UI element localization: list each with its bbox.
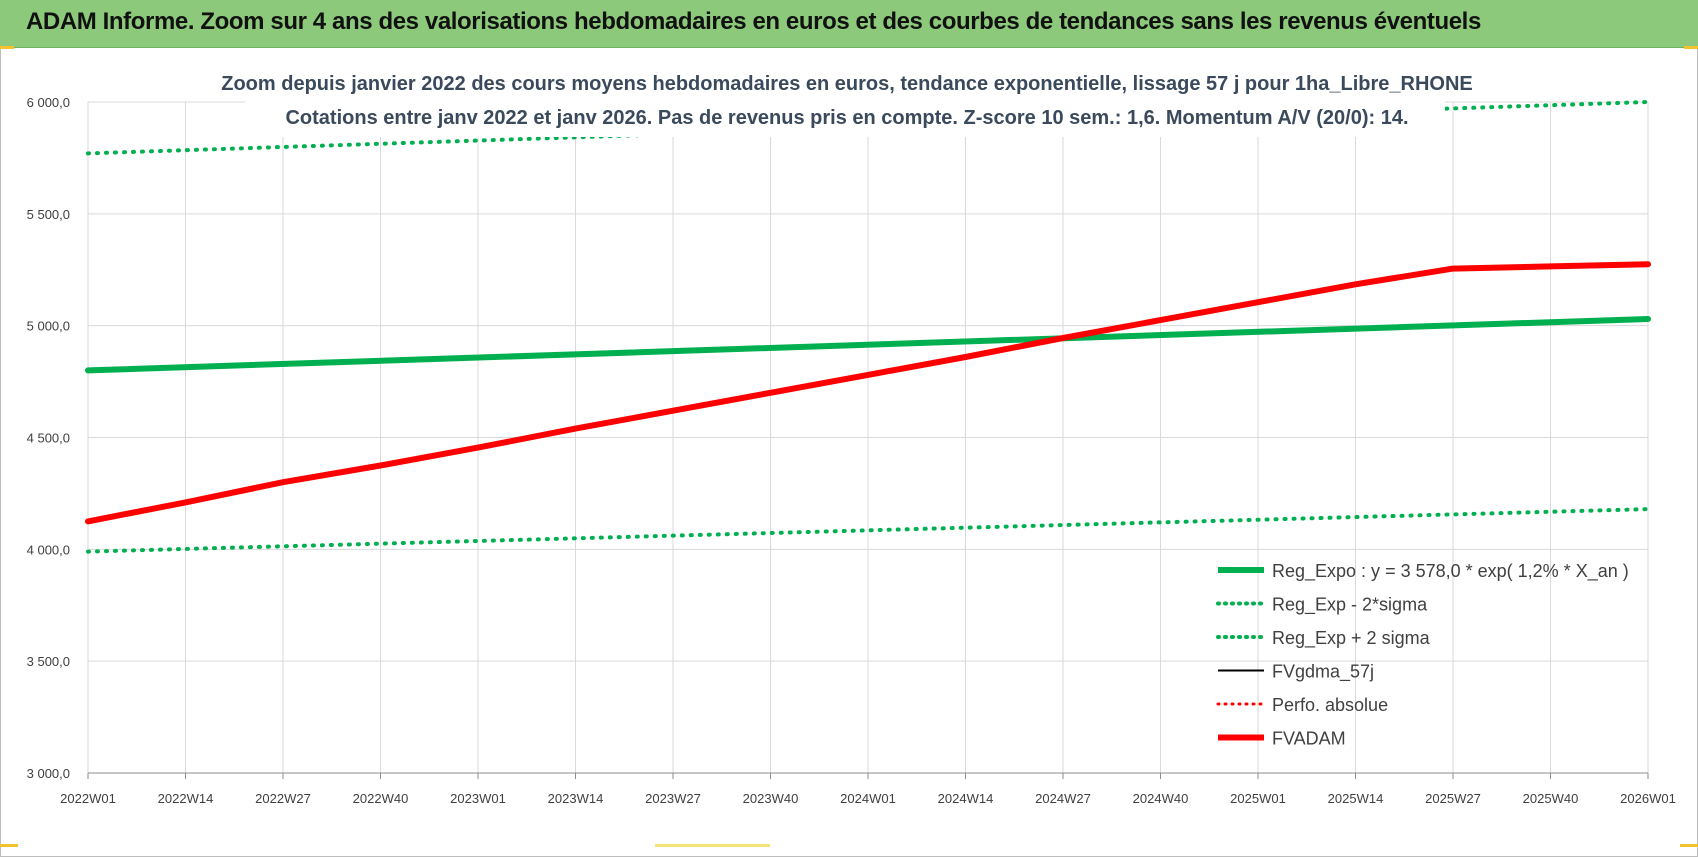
legend-label: Reg_Exp - 2*sigma	[1272, 595, 1428, 616]
legend: Reg_Expo : y = 3 578,0 * exp( 1,2% * X_a…	[1216, 561, 1629, 749]
y-tick-label: 4 000,0	[27, 542, 70, 557]
x-tick-label: 2023W40	[743, 791, 799, 806]
y-tick-label: 4 500,0	[27, 431, 70, 446]
y-tick-label: 3 000,0	[27, 766, 70, 781]
corner-mark-bottom-center	[655, 844, 770, 847]
axes: 3 000,0 3 500,0 4 000,0 4 500,0 5 000,0 5 500…	[27, 95, 1676, 806]
y-tick-label: 5 000,0	[27, 319, 70, 334]
series-line-fvadam	[85, 261, 1651, 525]
y-tick-label: 5 500,0	[27, 207, 70, 222]
x-tick-label: 2025W14	[1328, 791, 1384, 806]
x-tick-label: 2025W40	[1523, 791, 1579, 806]
x-tick-label: 2023W01	[450, 791, 506, 806]
legend-label: FVADAM	[1272, 729, 1346, 749]
chart-subtitle-line-2: Cotations entre janv 2022 et janv 2026. …	[285, 107, 1408, 129]
legend-label: Reg_Exp + 2 sigma	[1272, 628, 1431, 649]
legend-label: Perfo. absolue	[1272, 695, 1388, 715]
x-tick-label: 2022W01	[60, 791, 116, 806]
grid-lines	[87, 101, 1649, 774]
x-tick-label: 2025W01	[1230, 791, 1286, 806]
series-line-reg-exp-2-sigma	[86, 100, 1650, 156]
series-line-reg-expo-y-3-578-0-exp-1-2-x-an	[85, 316, 1651, 374]
chart-subtitle-line-1: Zoom depuis janvier 2022 des cours moyen…	[221, 73, 1473, 95]
x-tick-label: 2024W01	[840, 791, 896, 806]
series-line-reg-exp-2-sigma	[86, 507, 1650, 554]
y-tick-label: 6 000,0	[27, 95, 70, 110]
x-tick-label: 2024W27	[1035, 791, 1091, 806]
series-layer	[85, 100, 1651, 554]
x-tick-label: 2023W14	[548, 791, 604, 806]
corner-mark-top-left	[0, 46, 14, 49]
corner-mark-bottom-right	[1680, 844, 1698, 847]
x-tick-label: 2022W40	[353, 791, 409, 806]
corner-mark-bottom-left	[0, 844, 18, 847]
legend-label: FVgdma_57j	[1272, 662, 1374, 683]
legend-label: Reg_Expo : y = 3 578,0 * exp( 1,2% * X_a…	[1272, 561, 1629, 582]
x-tick-label: 2024W14	[938, 791, 994, 806]
header-title: ADAM Informe. Zoom sur 4 ans des valoris…	[26, 8, 1481, 35]
x-tick-label: 2026W01	[1620, 791, 1676, 806]
corner-mark-top-right	[1684, 46, 1698, 49]
header-banner: ADAM Informe. Zoom sur 4 ans des valoris…	[0, 0, 1698, 48]
subtitle-background	[245, 62, 1445, 137]
x-tick-label: 2025W27	[1425, 791, 1481, 806]
x-tick-label: 2023W27	[645, 791, 701, 806]
x-tick-label: 2024W40	[1133, 791, 1189, 806]
x-tick-label: 2022W27	[255, 791, 311, 806]
y-tick-label: 3 500,0	[27, 654, 70, 669]
x-tick-label: 2022W14	[158, 791, 214, 806]
